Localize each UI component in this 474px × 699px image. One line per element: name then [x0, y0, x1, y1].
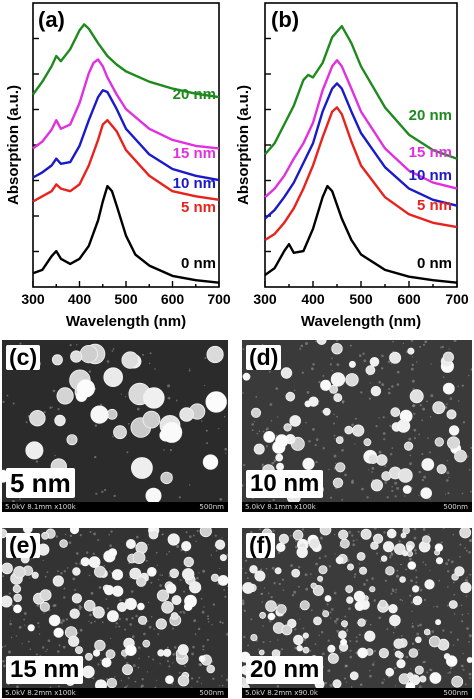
x-axis-label-b: Wavelength (nm) [301, 313, 421, 330]
series-label: 20 nm [409, 107, 452, 124]
series-line-15-nm [32, 58, 220, 150]
series-labels-b: 0 nm 5 nm 10 nm 15 nm 20 nm [409, 107, 452, 272]
sem-thickness-label: 5 nm [6, 468, 75, 498]
sem-meta-text: 5.0kV 8.2mm x90.0k [245, 689, 318, 697]
sem-image-d: (d) 10 nm 5.0kV 8.1mm x100k 500nm [242, 340, 472, 512]
x-axis-label-a: Wavelength (nm) [66, 313, 186, 330]
series-line-5-nm [264, 106, 458, 242]
series-line-10-nm [264, 82, 458, 220]
series-label: 10 nm [409, 167, 452, 184]
sem-panel-tag: (f) [246, 533, 275, 558]
series-line-20-nm [264, 24, 458, 160]
sem-info-bar: 5.0kV 8.2mm x100k 500nm [2, 688, 228, 698]
x-tick-label: 700 [207, 291, 231, 307]
panel-label-b: (b) [271, 7, 299, 32]
sem-thickness-label: 15 nm [6, 656, 84, 684]
panel-label-a: (a) [38, 7, 65, 32]
series-label: 5 nm [417, 197, 452, 214]
series-label: 15 nm [409, 144, 452, 161]
x-tick-label: 500 [114, 291, 138, 307]
y-axis-label-a: Absorption (a.u.) [5, 85, 22, 205]
sem-info-bar: 5.0kV 8.1mm x100k 500nm [2, 502, 228, 512]
sem-scale-text: 500nm [443, 503, 468, 511]
series-lines-b [264, 24, 458, 284]
sem-meta-text: 5.0kV 8.1mm x100k [5, 503, 76, 511]
series-labels-a: 0 nm 5 nm 10 nm 15 nm 20 nm [173, 86, 216, 272]
x-tick-label: 600 [397, 291, 421, 307]
axis-ticks-b: 300 400 500 600 700 [253, 37, 469, 307]
x-tick-label: 500 [349, 291, 373, 307]
sem-panel-tag: (e) [6, 533, 41, 558]
series-line-15-nm [264, 59, 458, 199]
x-tick-label: 600 [161, 291, 185, 307]
sem-info-bar: 5.0kV 8.1mm x100k 500nm [242, 502, 472, 512]
sem-image-f: (f) 20 nm 5.0kV 8.2mm x90.0k 500nm [242, 528, 472, 698]
sem-scale-text: 500nm [199, 503, 224, 511]
series-line-0-nm [264, 184, 458, 284]
sem-info-bar: 5.0kV 8.2mm x90.0k 500nm [242, 688, 472, 698]
sem-scale-text: 500nm [443, 689, 468, 697]
series-label: 5 nm [181, 199, 216, 216]
x-tick-label: 300 [253, 291, 277, 307]
sem-scale-text: 500nm [199, 689, 224, 697]
series-line-20-nm [32, 23, 220, 99]
sem-meta-text: 5.0kV 8.1mm x100k [245, 503, 316, 511]
sem-thickness-label: 20 nm [246, 656, 324, 684]
sem-panel-tag: (d) [246, 345, 282, 370]
x-tick-label: 300 [21, 291, 45, 307]
x-tick-label: 400 [68, 291, 92, 307]
series-label: 20 nm [173, 86, 216, 103]
series-label: 0 nm [417, 255, 452, 272]
sem-image-e: (e) 15 nm 5.0kV 8.2mm x100k 500nm [2, 528, 228, 698]
x-tick-label: 700 [445, 291, 469, 307]
series-line-5-nm [32, 119, 220, 203]
sem-meta-text: 5.0kV 8.2mm x100k [5, 689, 76, 697]
sem-thickness-label: 10 nm [246, 470, 324, 498]
series-lines-a [32, 23, 220, 284]
y-axis-label-b: Absorption (a.u.) [235, 85, 252, 205]
x-tick-label: 400 [301, 291, 325, 307]
series-label: 0 nm [181, 255, 216, 272]
series-label: 15 nm [173, 145, 216, 162]
axis-ticks-a: 300 400 500 600 700 [21, 37, 231, 307]
series-line-0-nm [32, 184, 220, 284]
sem-panel-tag: (c) [6, 345, 41, 370]
sem-image-c: (c) 5 nm 5.0kV 8.1mm x100k 500nm [2, 340, 228, 512]
series-label: 10 nm [173, 175, 216, 192]
series-line-10-nm [32, 89, 220, 182]
